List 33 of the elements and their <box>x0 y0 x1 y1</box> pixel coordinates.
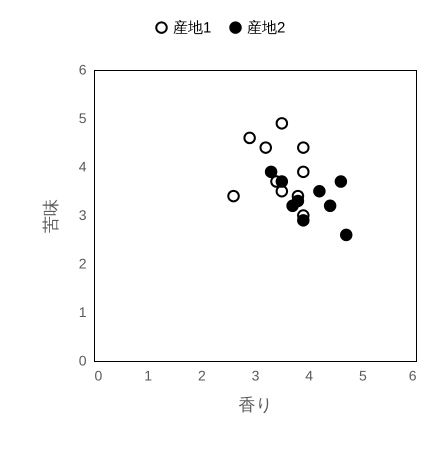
point <box>276 117 288 130</box>
x-axis-title: 香り <box>238 396 272 414</box>
point <box>297 141 310 154</box>
y-tick-label: 3 <box>78 207 87 223</box>
point <box>276 185 288 198</box>
point <box>286 200 299 212</box>
point <box>324 200 336 212</box>
x-tick-label: 6 <box>408 368 417 384</box>
y-tick-label: 2 <box>78 256 87 272</box>
y-tick-label: 4 <box>78 158 87 174</box>
point <box>297 166 310 178</box>
x-tick-label: 0 <box>94 368 102 384</box>
y-tick-label: 1 <box>78 304 87 320</box>
point <box>334 175 348 188</box>
y-tick-label: 0 <box>78 352 87 368</box>
legend-label: 産地2 <box>247 20 286 37</box>
y-tick-label: 5 <box>78 110 87 126</box>
point <box>264 166 278 178</box>
point <box>313 185 326 198</box>
x-tick-label: 3 <box>252 368 260 384</box>
y-tick-label: 6 <box>78 62 87 78</box>
point <box>340 228 352 242</box>
point <box>227 190 240 202</box>
point <box>276 175 288 188</box>
x-tick-label: 2 <box>198 368 206 384</box>
x-tick-label: 1 <box>144 368 152 384</box>
x-tick-label: 5 <box>358 368 367 384</box>
y-axis-title: 苦味 <box>42 199 61 233</box>
x-tick-label: 4 <box>305 368 314 384</box>
legend-label: 産地1 <box>173 20 212 37</box>
point <box>259 141 272 154</box>
point <box>297 214 310 227</box>
point <box>243 132 256 144</box>
